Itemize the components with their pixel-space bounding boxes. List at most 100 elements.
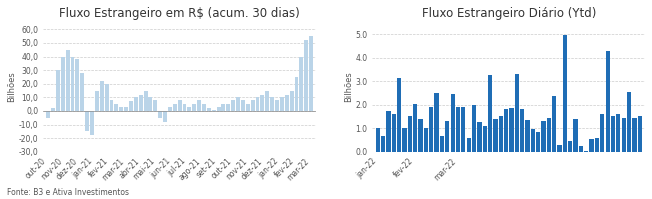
- Bar: [246, 104, 250, 111]
- Bar: [509, 108, 514, 152]
- Bar: [187, 107, 191, 111]
- Bar: [611, 116, 615, 152]
- Bar: [402, 128, 407, 152]
- Bar: [638, 116, 642, 152]
- Bar: [51, 108, 55, 111]
- Bar: [129, 101, 133, 111]
- Bar: [600, 114, 604, 152]
- Bar: [494, 119, 497, 152]
- Bar: [226, 104, 230, 111]
- Bar: [158, 111, 162, 118]
- Bar: [251, 100, 254, 111]
- Bar: [440, 137, 444, 152]
- Bar: [387, 111, 391, 152]
- Bar: [456, 107, 460, 152]
- Bar: [408, 116, 412, 152]
- Bar: [280, 97, 284, 111]
- Bar: [616, 114, 621, 152]
- Bar: [461, 107, 466, 152]
- Bar: [299, 57, 303, 111]
- Bar: [95, 91, 99, 111]
- Bar: [139, 95, 143, 111]
- Bar: [270, 97, 274, 111]
- Bar: [579, 146, 583, 152]
- Bar: [424, 128, 428, 152]
- Bar: [105, 84, 109, 111]
- Bar: [134, 97, 138, 111]
- Bar: [222, 104, 226, 111]
- Bar: [584, 150, 588, 152]
- Title: Fluxo Estrangeiro Diário (Ytd): Fluxo Estrangeiro Diário (Ytd): [422, 7, 596, 20]
- Bar: [173, 104, 177, 111]
- Bar: [445, 121, 449, 152]
- Bar: [536, 132, 541, 152]
- Bar: [568, 141, 572, 152]
- Bar: [595, 138, 599, 152]
- Bar: [472, 105, 476, 152]
- Bar: [627, 92, 631, 152]
- Bar: [488, 75, 492, 152]
- Bar: [192, 104, 196, 111]
- Bar: [304, 40, 308, 111]
- Bar: [46, 111, 50, 118]
- Bar: [285, 95, 289, 111]
- Bar: [606, 51, 610, 152]
- Bar: [231, 100, 235, 111]
- Bar: [589, 139, 594, 152]
- Bar: [504, 109, 508, 152]
- Bar: [124, 107, 128, 111]
- Bar: [212, 109, 216, 111]
- Bar: [295, 77, 299, 111]
- Bar: [85, 111, 89, 131]
- Bar: [563, 35, 567, 152]
- Bar: [419, 119, 422, 152]
- Bar: [429, 107, 434, 152]
- Bar: [183, 104, 186, 111]
- Bar: [149, 97, 153, 111]
- Text: Fonte: B3 e Ativa Investimentos: Fonte: B3 e Ativa Investimentos: [7, 188, 128, 197]
- Bar: [119, 107, 123, 111]
- Bar: [621, 118, 626, 152]
- Bar: [236, 97, 240, 111]
- Bar: [557, 145, 561, 152]
- Title: Fluxo Estrangeiro em R$ (acum. 30 dias): Fluxo Estrangeiro em R$ (acum. 30 dias): [59, 7, 300, 20]
- Bar: [275, 100, 279, 111]
- Bar: [100, 81, 104, 111]
- Bar: [178, 100, 181, 111]
- Bar: [90, 111, 94, 135]
- Bar: [265, 91, 269, 111]
- Bar: [289, 91, 293, 111]
- Bar: [531, 129, 535, 152]
- Bar: [202, 104, 206, 111]
- Bar: [467, 138, 471, 152]
- Bar: [168, 107, 172, 111]
- Bar: [66, 50, 70, 111]
- Bar: [76, 59, 80, 111]
- Bar: [70, 57, 74, 111]
- Bar: [309, 36, 313, 111]
- Bar: [477, 122, 481, 152]
- Bar: [163, 111, 167, 122]
- Bar: [397, 78, 402, 152]
- Bar: [541, 121, 546, 152]
- Bar: [216, 107, 220, 111]
- Bar: [207, 108, 211, 111]
- Bar: [114, 104, 118, 111]
- Bar: [520, 109, 524, 152]
- Bar: [482, 126, 487, 152]
- Bar: [552, 97, 556, 152]
- Bar: [573, 119, 578, 152]
- Bar: [197, 100, 201, 111]
- Bar: [256, 97, 259, 111]
- Bar: [526, 120, 529, 152]
- Bar: [392, 114, 396, 152]
- Bar: [514, 74, 519, 152]
- Bar: [632, 118, 636, 152]
- Bar: [413, 103, 417, 152]
- Bar: [260, 95, 264, 111]
- Bar: [61, 57, 65, 111]
- Bar: [153, 100, 157, 111]
- Bar: [110, 100, 113, 111]
- Y-axis label: Bilhões: Bilhões: [7, 72, 16, 102]
- Y-axis label: Bilhões: Bilhões: [344, 72, 353, 102]
